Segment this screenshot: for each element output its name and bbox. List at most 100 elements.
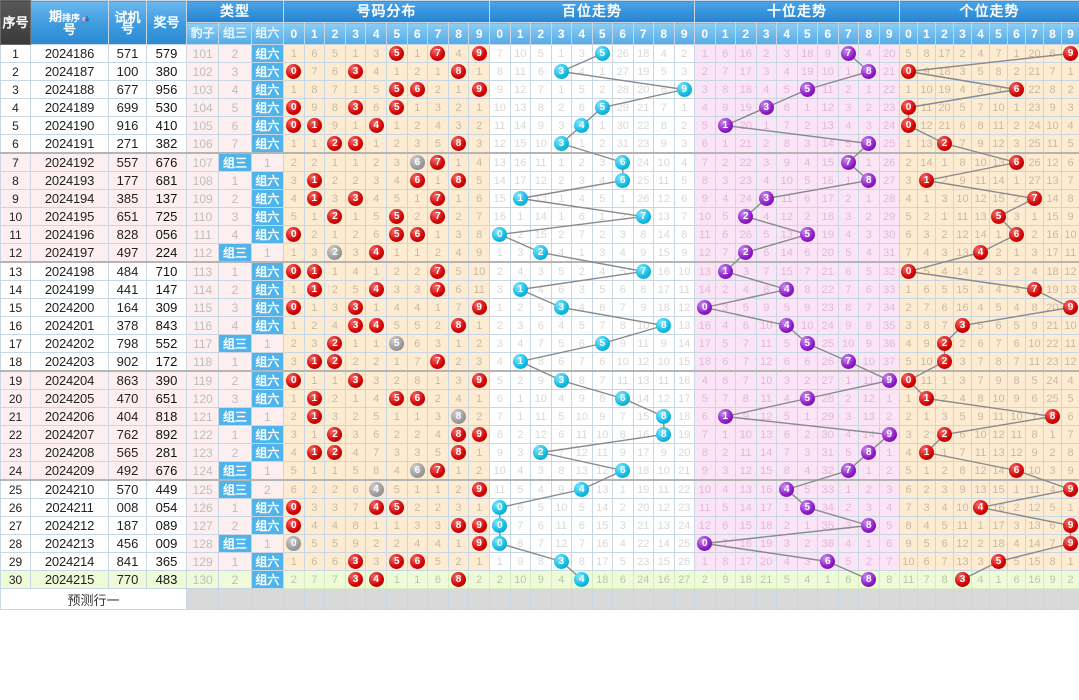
table-row[interactable]: 2 2024187 100 380 102 3 组六 0 7 6 3 4 1 2 1 8 1 8 11 6 3 4 1 27 1… [0, 62, 1079, 81]
cell-issue[interactable]: 2024187 [30, 62, 109, 81]
table-row[interactable]: 30 2024215 770 483 130 2 组六 2 7 7 3 4 1 1 6 8 2 2 10 9 4 4 18 6… [0, 570, 1079, 589]
subcol-tens-3[interactable]: 3 [755, 22, 777, 45]
cell-issue[interactable]: 2024207 [30, 425, 109, 444]
subcol-dist-5[interactable]: 5 [385, 22, 408, 45]
subcol-dist-1[interactable]: 1 [303, 22, 326, 45]
subcol-tens-1[interactable]: 1 [714, 22, 736, 45]
cell-issue[interactable]: 2024205 [30, 389, 109, 408]
table-row[interactable]: 11 2024196 828 056 111 4 组六 0 2 1 2 6 5 6 1 3 8 0 2 15 2 7 2 3 8… [0, 225, 1079, 244]
sort-arrow-icon[interactable] [81, 13, 90, 24]
table-row[interactable]: 26 2024211 008 054 126 1 组六 0 3 3 7 4 5 2 2 3 1 0 6 5 10 5 14 2… [0, 498, 1079, 517]
subcol-hund-8[interactable]: 8 [653, 22, 675, 45]
table-row[interactable]: 23 2024208 565 281 123 2 组六 4 1 2 4 7 3 3 5 8 1 9 3 2 7 12 11 9… [0, 443, 1079, 462]
table-row[interactable]: 8 2024193 177 681 108 1 组六 3 1 2 2 3 4 6 1 8 5 14 17 12 2 3 4 6… [0, 171, 1079, 190]
table-row[interactable]: 12 2024197 497 224 112 组三 1 1 3 2 3 4 1 1 2 4 9 1 3 2 4 1 3 4 9 1… [0, 243, 1079, 263]
subcol-unit-2[interactable]: 2 [935, 22, 954, 45]
table-row[interactable]: 29 2024214 841 365 129 1 组六 1 6 6 3 3 5 6 5 2 1 1 9 8 3 8 17 5 2… [0, 552, 1079, 571]
col-seq[interactable]: 序号 [0, 0, 31, 45]
subcol-hund-6[interactable]: 6 [612, 22, 634, 45]
cell-issue[interactable]: 2024208 [30, 443, 109, 462]
cell-issue[interactable]: 2024195 [30, 207, 109, 226]
col-prize[interactable]: 奖号 [146, 0, 187, 45]
subcol-tens-7[interactable]: 7 [837, 22, 859, 45]
subcol-hund-0[interactable]: 0 [489, 22, 511, 45]
table-row[interactable]: 24 2024209 492 676 124 组三 1 5 1 1 5 8 4 6 7 1 2 10 4 3 8 13 12… [0, 461, 1079, 481]
subcol-unit-6[interactable]: 6 [1007, 22, 1026, 45]
col-test[interactable]: 试机号 [108, 0, 147, 45]
cell-issue[interactable]: 2024190 [30, 116, 109, 135]
table-row[interactable]: 25 2024210 570 449 125 组三 2 6 2 2 6 4 5 1 1 2 9 11 5 4 9 4 13 1… [0, 479, 1079, 499]
cell-issue[interactable]: 2024199 [30, 280, 109, 299]
col-issue[interactable]: 期排序 号 [30, 0, 109, 45]
subcol-dist-8[interactable]: 8 [447, 22, 470, 45]
subcol-zu3[interactable]: 组三 [218, 22, 252, 45]
cell-issue[interactable]: 2024202 [30, 334, 109, 353]
cell-issue[interactable]: 2024198 [30, 261, 109, 281]
subcol-unit-8[interactable]: 8 [1043, 22, 1062, 45]
table-row[interactable]: 22 2024207 762 892 122 1 组六 3 1 2 3 6 2 2 4 8 9 8 2 12 6 11 10… [0, 425, 1079, 444]
table-row[interactable]: 13 2024198 484 710 113 1 组六 0 1 1 4 1 2 2 7 5 10 2 4 3 5 2 4 5 7… [0, 261, 1079, 281]
cell-issue[interactable]: 2024212 [30, 516, 109, 535]
subcol-dist-7[interactable]: 7 [427, 22, 449, 45]
table-row[interactable]: 20 2024205 470 651 120 3 组六 1 1 2 1 4 5 6 2 4 1 6 1 10 4 9 8 6 1… [0, 389, 1079, 408]
table-row[interactable]: 18 2024203 902 172 118 1 组六 3 1 2 2 2 1 7 7 2 3 4 1 8 6 7 6 10 1… [0, 352, 1079, 372]
cell-issue[interactable]: 2024193 [30, 171, 109, 190]
table-row[interactable]: 5 2024190 916 410 105 6 组六 0 1 9 1 4 1 2 4 3 2 11 14 9 3 4 1 30… [0, 116, 1079, 135]
table-row[interactable]: 6 2024191 271 382 106 7 组六 1 1 2 3 1 2 3 5 8 3 12 15 10 3 1 2 3… [0, 134, 1079, 154]
cell-issue[interactable]: 2024214 [30, 552, 109, 571]
subcol-dist-3[interactable]: 3 [344, 22, 367, 45]
subcol-hund-1[interactable]: 1 [509, 22, 531, 45]
subcol-tens-5[interactable]: 5 [796, 22, 818, 45]
subcol-hund-2[interactable]: 2 [530, 22, 552, 45]
cell-issue[interactable]: 2024191 [30, 134, 109, 154]
subcol-hund-9[interactable]: 9 [673, 22, 695, 45]
subcol-dist-6[interactable]: 6 [406, 22, 429, 45]
table-row[interactable]: 19 2024204 863 390 119 2 组六 0 1 1 3 3 2 8 1 3 9 5 2 9 3 8 7 11 1… [0, 370, 1079, 390]
subcol-zu6[interactable]: 组六 [250, 22, 285, 45]
subcol-dist-4[interactable]: 4 [365, 22, 387, 45]
subcol-hund-5[interactable]: 5 [591, 22, 613, 45]
cell-issue[interactable]: 2024189 [30, 98, 109, 117]
table-row[interactable]: 21 2024206 404 818 121 组三 1 2 1 3 2 5 1 1 3 8 2 7 1 11 5 10 9 7… [0, 407, 1079, 426]
cell-issue[interactable]: 2024210 [30, 479, 109, 499]
cell-issue[interactable]: 2024201 [30, 316, 109, 335]
table-row[interactable]: 15 2024200 164 309 115 3 组六 0 1 3 3 1 4 4 1 7 9 1 2 5 3 4 6 7 9 1… [0, 298, 1079, 317]
table-row[interactable]: 7 2024192 557 676 107 组三 1 2 2 1 1 2 3 6 7 1 4 13 16 11 1 2 3 6… [0, 152, 1079, 172]
subcol-unit-5[interactable]: 5 [989, 22, 1008, 45]
cell-issue[interactable]: 2024194 [30, 189, 109, 208]
subcol-dist-2[interactable]: 2 [324, 22, 346, 45]
table-row[interactable]: 28 2024213 456 009 128 组三 1 0 5 5 9 2 2 4 4 1 9 0 8 7 12 7 16 4… [0, 534, 1079, 553]
table-row[interactable]: 27 2024212 187 089 127 2 组六 0 4 4 8 1 1 3 3 8 9 0 7 6 11 6 15 3… [0, 516, 1079, 535]
table-row[interactable]: 4 2024189 699 530 104 5 组六 0 9 8 3 6 5 1 3 2 1 10 13 8 2 6 5 29… [0, 98, 1079, 117]
cell-issue[interactable]: 2024206 [30, 407, 109, 426]
cell-issue[interactable]: 2024203 [30, 352, 109, 372]
subcol-unit-9[interactable]: 9 [1061, 22, 1079, 45]
table-row[interactable]: 16 2024201 378 843 116 4 组六 1 2 4 3 4 5 5 2 8 1 2 3 6 4 5 7 8 10… [0, 316, 1079, 335]
table-row[interactable]: 14 2024199 441 147 114 2 组六 1 1 2 5 4 3 3 7 6 11 3 1 4 6 3 5 6 8… [0, 280, 1079, 299]
subcol-tens-8[interactable]: 8 [858, 22, 880, 45]
table-row[interactable]: 10 2024195 651 725 110 3 组六 5 1 2 1 5 5 2 7 2 7 16 1 14 1 6 1 2… [0, 207, 1079, 226]
cell-issue[interactable]: 2024213 [30, 534, 109, 553]
cell-issue[interactable]: 2024186 [30, 44, 109, 63]
table-row[interactable]: 3 2024188 677 956 103 4 组六 1 8 7 1 5 5 6 2 1 9 9 12 7 1 5 2 28 2… [0, 80, 1079, 99]
cell-issue[interactable]: 2024197 [30, 243, 109, 263]
subcol-dist-9[interactable]: 9 [468, 22, 490, 45]
subcol-dist-0[interactable]: 0 [283, 22, 305, 45]
sort-control[interactable]: 排序 [62, 13, 90, 24]
subcol-unit-7[interactable]: 7 [1025, 22, 1044, 45]
cell-issue[interactable]: 2024188 [30, 80, 109, 99]
cell-issue[interactable]: 2024209 [30, 461, 109, 481]
subcol-hund-4[interactable]: 4 [571, 22, 593, 45]
subcol-tens-6[interactable]: 6 [817, 22, 839, 45]
subcol-baozi[interactable]: 豹子 [185, 22, 220, 45]
cell-issue[interactable]: 2024211 [30, 498, 109, 517]
subcol-tens-2[interactable]: 2 [735, 22, 757, 45]
table-row[interactable]: 17 2024202 798 552 117 组三 1 2 3 2 1 1 5 6 3 1 2 3 4 7 5 6 5 9 11… [0, 334, 1079, 353]
table-row[interactable]: 1 2024186 571 579 101 2 组六 1 6 5 1 3 5 1 7 4 9 7 10 5 1 3 5 26 1… [0, 44, 1079, 63]
cell-issue[interactable]: 2024196 [30, 225, 109, 244]
cell-issue[interactable]: 2024200 [30, 298, 109, 317]
subcol-tens-9[interactable]: 9 [878, 22, 900, 45]
subcol-unit-4[interactable]: 4 [971, 22, 990, 45]
subcol-tens-4[interactable]: 4 [776, 22, 798, 45]
cell-issue[interactable]: 2024204 [30, 370, 109, 390]
